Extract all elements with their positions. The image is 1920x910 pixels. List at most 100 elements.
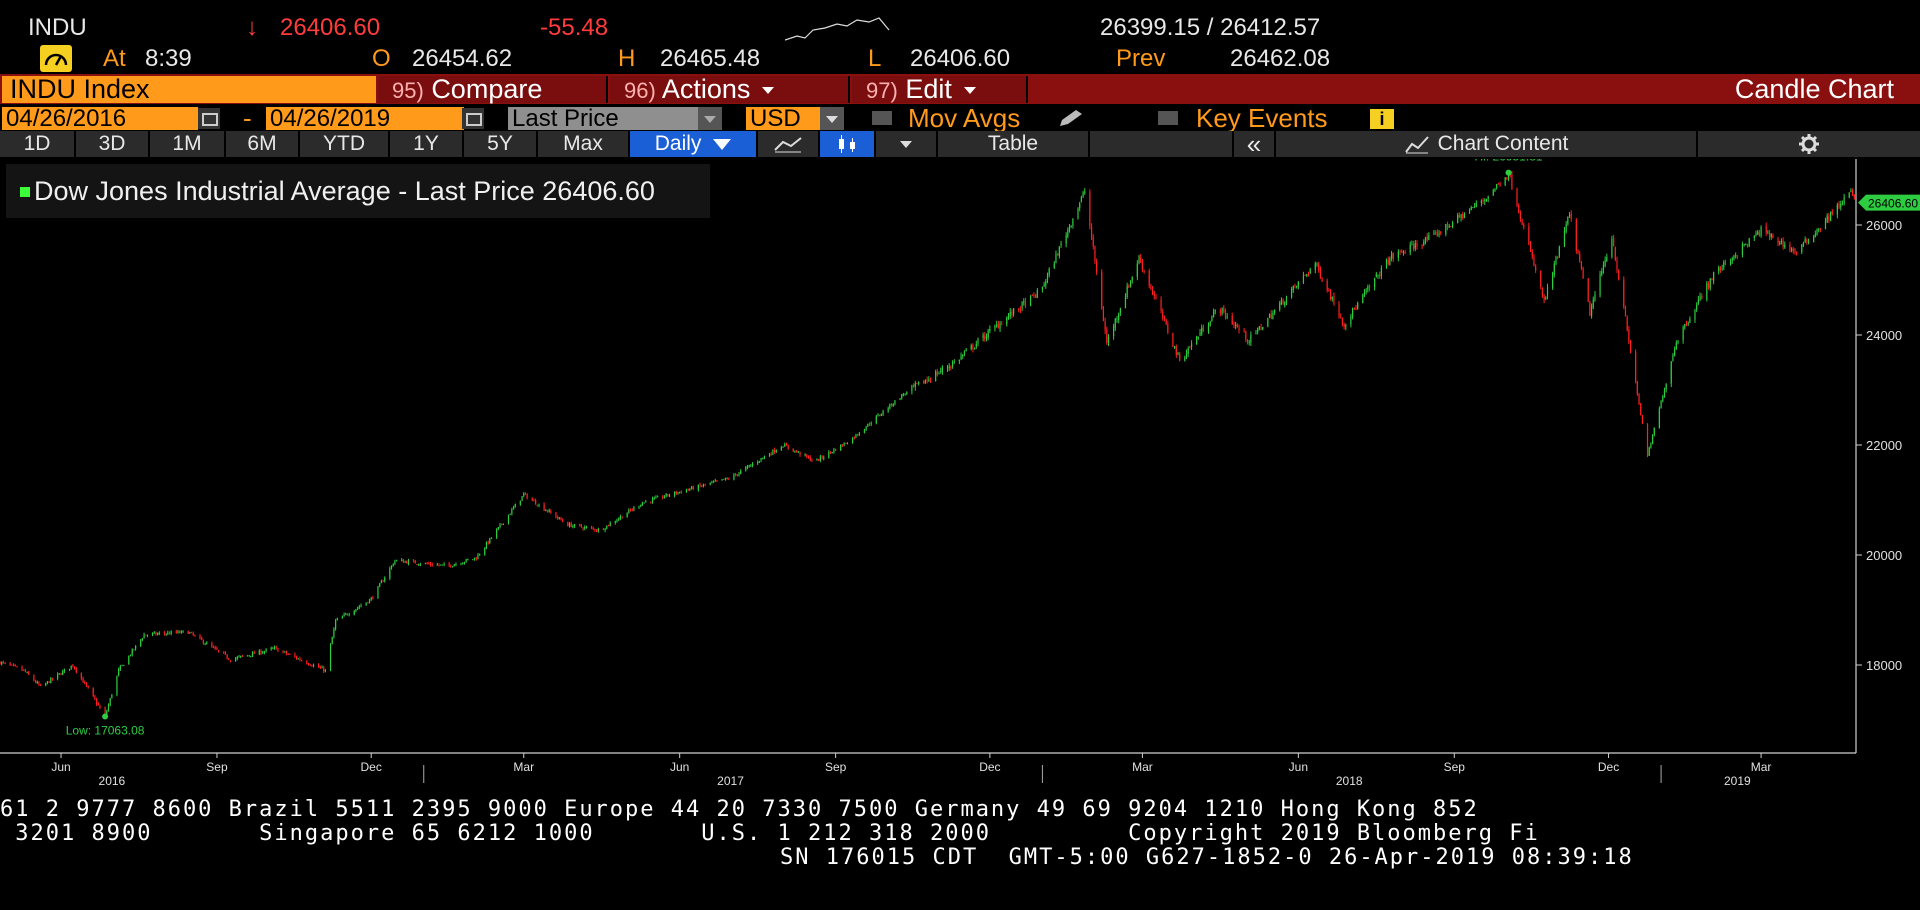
actions-button[interactable]: 96) Actions	[610, 76, 850, 103]
speedometer-icon[interactable]	[40, 45, 72, 72]
candle	[999, 320, 1001, 333]
candle	[677, 491, 679, 495]
calendar-icon[interactable]	[462, 108, 484, 129]
candle	[935, 369, 937, 382]
chevron-down-icon	[963, 87, 976, 95]
candles	[0, 171, 1857, 717]
candle	[1440, 231, 1442, 236]
candle	[285, 650, 288, 656]
x-tick-label: Jun	[51, 760, 70, 774]
candle	[1179, 351, 1181, 362]
candle	[355, 608, 357, 613]
candle	[1184, 355, 1186, 362]
candle	[1475, 200, 1477, 208]
field-dropdown-icon[interactable]	[698, 107, 722, 130]
candle	[894, 400, 896, 406]
period-1m[interactable]: 1M	[150, 131, 226, 157]
candle	[287, 652, 289, 655]
candle	[568, 522, 571, 528]
candle	[370, 596, 372, 602]
period-max[interactable]: Max	[538, 131, 630, 157]
chart-content-label: Chart Content	[1437, 132, 1569, 155]
candle	[26, 671, 28, 674]
candle	[299, 656, 301, 662]
candle	[1390, 250, 1393, 262]
last-price-label: 26406.60	[1868, 197, 1918, 211]
start-date-field[interactable]: 04/26/2016	[2, 107, 198, 131]
chart-style-dropdown[interactable]	[876, 131, 938, 157]
candle	[412, 559, 415, 563]
candle	[109, 697, 111, 707]
candle	[36, 680, 38, 684]
candle	[1753, 235, 1755, 242]
gear-icon[interactable]	[1698, 131, 1920, 157]
candle	[1345, 323, 1347, 331]
chart-content-button[interactable]: Chart Content	[1276, 131, 1698, 157]
candle-chart-icon[interactable]	[820, 131, 876, 157]
key-events-checkbox[interactable]	[1158, 111, 1178, 125]
candle	[1802, 241, 1805, 247]
period-ytd[interactable]: YTD	[300, 131, 390, 157]
candle-chart[interactable]: 18000 20000 22000 24000 26000 Jun Sep Dec Mar Jun…	[0, 159, 1920, 794]
candle	[1694, 308, 1696, 323]
period-1d[interactable]: 1D	[0, 131, 76, 157]
candle	[1652, 434, 1654, 445]
info-icon[interactable]: i	[1370, 109, 1394, 129]
candle	[97, 701, 99, 706]
candle	[1190, 340, 1193, 351]
period-3d[interactable]: 3D	[76, 131, 150, 157]
candle	[1426, 232, 1428, 243]
field-select[interactable]: Last Price	[508, 107, 698, 131]
ticker-field[interactable]: INDU Index	[2, 76, 376, 103]
candle	[246, 655, 249, 657]
candle	[775, 449, 777, 453]
candle	[96, 697, 98, 707]
candle	[1616, 256, 1618, 274]
calendar-icon[interactable]	[198, 108, 220, 129]
candle	[1789, 241, 1791, 253]
candle	[1546, 283, 1549, 300]
currency-select[interactable]: USD	[746, 107, 822, 131]
compare-button[interactable]: 95) Compare	[378, 76, 608, 103]
candle	[1670, 360, 1672, 388]
candle	[1711, 277, 1713, 281]
end-date-field[interactable]: 04/26/2019	[266, 107, 464, 131]
candle	[1743, 243, 1745, 247]
candle	[353, 609, 355, 616]
candle	[816, 458, 818, 461]
candle	[1768, 230, 1771, 241]
candle	[402, 558, 405, 563]
area-chart-icon	[1404, 136, 1429, 154]
candle	[709, 482, 711, 486]
candle	[1136, 260, 1138, 281]
frequency-select[interactable]: Daily	[630, 131, 758, 157]
candle	[414, 559, 416, 564]
collapse-icon[interactable]: «	[1234, 131, 1276, 157]
candle	[270, 646, 272, 651]
mov-avgs-checkbox[interactable]	[872, 111, 892, 125]
triangle-down-icon	[713, 138, 732, 150]
period-6m[interactable]: 6M	[226, 131, 300, 157]
candle	[1848, 192, 1850, 199]
period-1y[interactable]: 1Y	[390, 131, 464, 157]
candle	[140, 639, 142, 648]
candle	[916, 382, 918, 385]
candle	[770, 452, 772, 456]
currency-dropdown-icon[interactable]	[820, 107, 844, 130]
period-5y[interactable]: 5Y	[464, 131, 538, 157]
x-tick-label: Sep	[206, 760, 228, 774]
table-button[interactable]: Table	[938, 131, 1090, 157]
candle	[1558, 245, 1560, 258]
candle	[950, 365, 952, 371]
candle	[1824, 217, 1827, 230]
candle	[1519, 210, 1521, 223]
candle	[1092, 234, 1094, 250]
pencil-icon[interactable]	[1056, 108, 1086, 130]
candle	[1772, 233, 1774, 239]
candle	[436, 562, 438, 566]
candle	[1248, 340, 1250, 346]
line-chart-icon[interactable]	[758, 131, 820, 157]
candle	[1602, 261, 1605, 274]
edit-button[interactable]: 97) Edit	[852, 76, 1028, 103]
candle	[614, 520, 616, 525]
